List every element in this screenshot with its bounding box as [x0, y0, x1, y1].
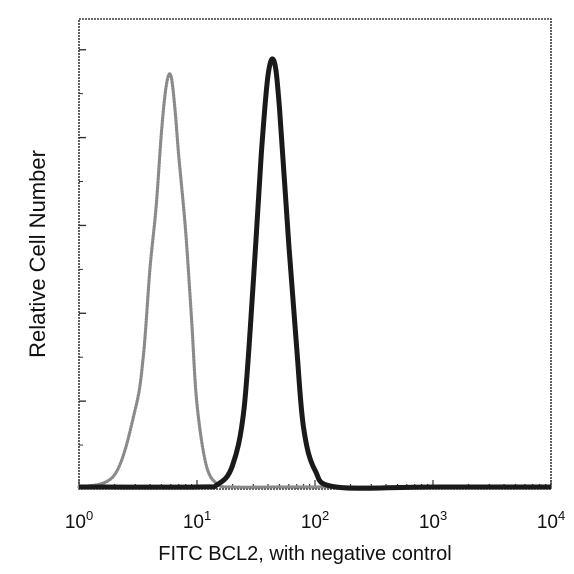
x-tick-label: 101	[183, 508, 211, 533]
series-layer	[77, 56, 553, 491]
x-tick-label: 100	[65, 508, 93, 533]
x-tick-label: 103	[419, 508, 447, 533]
negative-control-histogram-line	[77, 72, 553, 489]
y-axis-ticks	[79, 49, 86, 446]
x-axis-tick-labels: 100 101 102 103 104	[65, 508, 565, 533]
bcl2-histogram-line	[78, 56, 552, 491]
x-tick-label: 102	[301, 508, 329, 533]
plot-frame	[78, 18, 552, 490]
y-axis-label: Relative Cell Number	[25, 150, 50, 358]
x-axis-label: FITC BCL2, with negative control	[158, 543, 451, 565]
x-tick-label: 104	[537, 508, 565, 533]
